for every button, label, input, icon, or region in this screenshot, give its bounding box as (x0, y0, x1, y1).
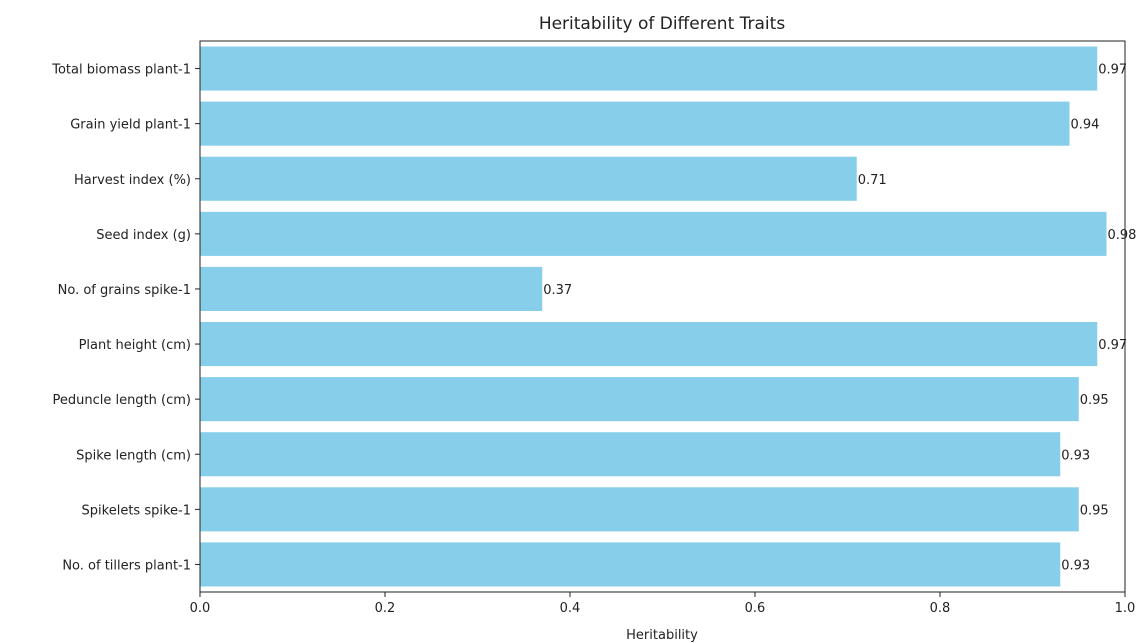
bar (200, 487, 1079, 532)
x-tick-label: 0.0 (190, 601, 211, 616)
x-tick-label: 0.2 (375, 601, 396, 616)
y-tick-label: No. of tillers plant-1 (62, 558, 191, 573)
y-tick-label: Peduncle length (cm) (52, 393, 191, 408)
x-axis-label: Heritability (626, 628, 698, 643)
bar-value-label: 0.71 (858, 173, 887, 188)
y-tick-label: Spikelets spike-1 (82, 503, 191, 518)
y-tick-label: No. of grains spike-1 (58, 283, 191, 298)
plot-area-frame (199, 40, 1126, 593)
bar (200, 322, 1098, 367)
chart-title: Heritability of Different Traits (539, 14, 786, 34)
y-tick-label: Plant height (cm) (79, 338, 191, 353)
bar-value-label: 0.94 (1071, 118, 1100, 133)
x-tick-label: 1.0 (1115, 601, 1136, 616)
bar-value-label: 0.95 (1080, 503, 1109, 518)
bar-value-label: 0.37 (543, 283, 572, 298)
x-tick-label: 0.4 (560, 601, 581, 616)
bar (200, 266, 543, 311)
x-tick-label: 0.8 (930, 601, 951, 616)
bars-layer: 0.97 0.94 0.71 0.98 0.37 0.97 0.95 0.93 0.95 0.93 (200, 46, 1137, 587)
bar (200, 211, 1107, 256)
y-tick-label: Total biomass plant-1 (51, 63, 191, 78)
y-tick-label: Harvest index (%) (74, 173, 191, 188)
bar-value-label: 0.98 (1108, 228, 1137, 243)
bar (200, 46, 1098, 91)
bar (200, 432, 1061, 477)
bar-value-label: 0.95 (1080, 393, 1109, 408)
y-tick-label: Spike length (cm) (76, 448, 191, 463)
bar (200, 377, 1079, 422)
y-tick-label: Grain yield plant-1 (70, 118, 191, 133)
bar-value-label: 0.97 (1098, 63, 1127, 78)
y-tick-label: Seed index (g) (96, 228, 191, 243)
bar (200, 542, 1061, 587)
bar-value-label: 0.97 (1098, 338, 1127, 353)
bar (200, 101, 1070, 146)
bar-value-label: 0.93 (1061, 558, 1090, 573)
x-tick-label: 0.6 (745, 601, 766, 616)
bar (200, 156, 857, 201)
bar-value-label: 0.93 (1061, 448, 1090, 463)
ticks-layer: Total biomass plant-1 Grain yield plant-1… (51, 63, 1135, 616)
